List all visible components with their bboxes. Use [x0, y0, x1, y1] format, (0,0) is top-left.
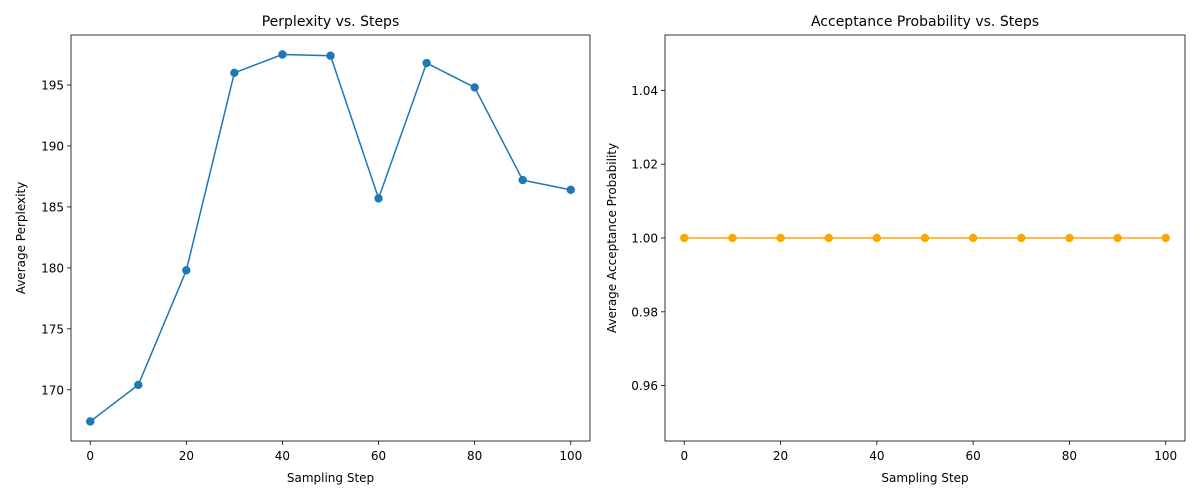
- chart-2-data-point: [776, 233, 785, 243]
- chart-2-y-tick-label: 1.02: [631, 158, 658, 172]
- chart-2-x-tick-label: 20: [773, 449, 788, 463]
- chart-1-y-tick-label: 190: [41, 139, 64, 153]
- chart-2-x-tick-label: 0: [680, 449, 688, 463]
- chart-1-x-axis-label: Sampling Step: [287, 471, 374, 485]
- chart-2-data-point: [968, 233, 978, 243]
- chart-1-data-point: [134, 380, 143, 390]
- chart-2-x-tick-label: 80: [1062, 449, 1077, 463]
- chart-2-x-tick-label: 60: [966, 449, 981, 463]
- chart-1-data-point: [470, 83, 479, 92]
- chart-1-data-point: [230, 68, 239, 77]
- chart-2-data-point: [824, 233, 833, 243]
- chart-2-y-tick-label: 1.00: [631, 232, 658, 246]
- chart-2-title: Acceptance Probability vs. Steps: [811, 14, 1039, 30]
- chart-1-data-point: [374, 194, 383, 203]
- chart-2-data-point: [680, 233, 689, 243]
- chart-1-y-tick-label: 185: [41, 200, 64, 214]
- chart-1-x-tick-label: 80: [467, 449, 482, 463]
- chart-1-data-point: [182, 266, 191, 275]
- chart-1-y-tick-label: 195: [41, 78, 64, 92]
- chart-1-data-point: [86, 417, 95, 426]
- chart-2-data-point: [1113, 233, 1122, 243]
- chart-2-plot-frame: [664, 34, 1186, 442]
- chart-2-data-point: [1017, 233, 1026, 243]
- chart-1-plot-frame: [70, 34, 591, 442]
- chart-1-data-point: [518, 175, 527, 185]
- chart-1-data-point: [326, 51, 335, 60]
- chart-2-data-point: [920, 233, 930, 243]
- chart-1-y-tick-label: 175: [41, 322, 64, 336]
- chart-1-title: Perplexity vs. Steps: [262, 14, 400, 30]
- chart-1-x-tick-label: 100: [559, 449, 582, 463]
- chart-1-x-tick-label: 0: [86, 449, 94, 463]
- chart-1-y-tick-label: 170: [41, 383, 64, 397]
- chart-1-data-point: [422, 58, 431, 68]
- chart-2-y-axis-label: Average Acceptance Probability: [605, 143, 619, 333]
- chart-2-x-axis-label: Sampling Step: [881, 471, 968, 485]
- chart-2-x-tick-label: 100: [1154, 449, 1177, 463]
- chart-2-data-point: [872, 233, 882, 243]
- chart-1-y-axis-label: Average Perplexity: [14, 182, 28, 295]
- chart-1-y-tick-label: 180: [41, 261, 64, 275]
- chart-1-data-point: [566, 185, 575, 195]
- chart-2-data-point: [1161, 233, 1170, 243]
- chart-2-x-tick-label: 40: [869, 449, 884, 463]
- chart-1-x-tick-label: 60: [371, 449, 386, 463]
- chart-1-series-line: [89, 53, 571, 423]
- chart-1-x-tick-label: 40: [275, 449, 290, 463]
- chart-2-y-tick-label: 1.04: [631, 84, 658, 98]
- chart-2-y-tick-label: 0.98: [631, 305, 658, 319]
- chart-2-data-point: [728, 233, 737, 243]
- chart-2-data-point: [1065, 233, 1074, 243]
- chart-1-data-point: [278, 50, 287, 59]
- chart-1-x-tick-label: 20: [179, 449, 194, 463]
- chart-2-y-tick-label: 0.96: [631, 379, 658, 393]
